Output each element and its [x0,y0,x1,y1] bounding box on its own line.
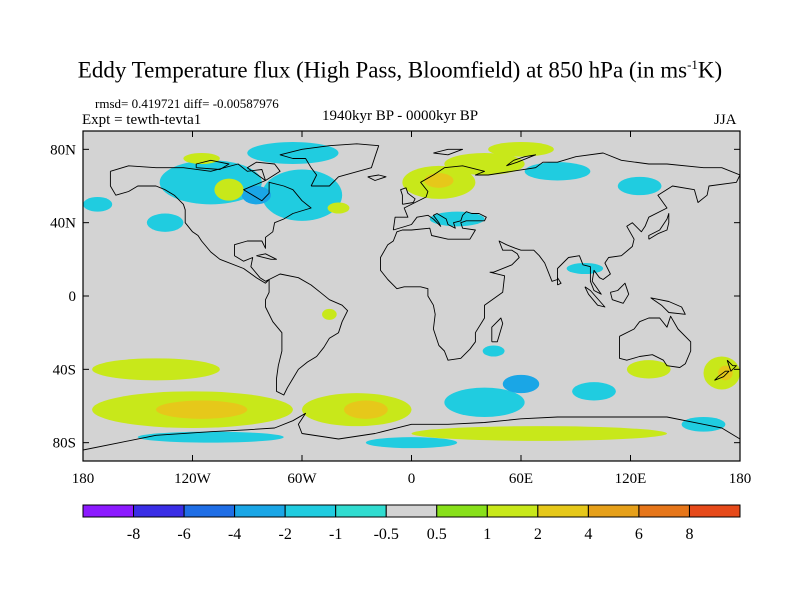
x-axis: 180 120W 60W 0 60E 120E 180 [72,131,752,487]
colorbar-swatch [133,504,185,518]
coastline-eurasia-africa [380,152,740,361]
anomaly-patch [424,173,454,188]
coastline-iceland [367,174,387,181]
coastline-svalbard [433,148,464,156]
anomaly-patch [482,345,505,357]
coastline-cuba [256,253,277,260]
colorbar-swatch [486,504,539,518]
colorbar-swatch [385,504,438,518]
anomaly-patch [626,360,671,379]
anomaly-patch [146,213,184,232]
coastline-new-zealand-north [726,359,737,372]
anomaly-patch [327,202,350,214]
anomaly-patch [83,197,113,212]
coastline-south-america [265,273,349,396]
anomaly-patch [411,426,667,441]
season-label: JJA [714,112,737,128]
chart-title: Eddy Temperature flux (High Pass, Bloomf… [77,57,723,83]
colorbar-label: 1 [483,526,491,543]
anomaly-patch [718,365,733,381]
coastline-sri-lanka [557,277,562,286]
x-tick-label: 120E [615,471,647,487]
colorbar-label: -6 [177,526,190,543]
anomaly-patch [488,142,554,157]
coastline-baffin-island [246,161,281,181]
colorbar-label: -1 [329,526,342,543]
colorbar-swatch [688,504,741,518]
coastline-japan [648,213,670,240]
anomaly-patch [241,186,271,205]
colorbar-swatch [587,504,640,518]
anomaly-patch [444,153,525,175]
coastline-madagascar [491,317,504,343]
anomaly-patch [92,358,220,381]
anomaly-patch [365,437,458,449]
coastline-layer [83,143,740,451]
colorbar-swatch [537,504,589,518]
coastline-borneo [609,282,630,304]
x-tick-label: 180 [72,471,95,487]
y-tick-label: 0 [69,289,77,305]
x-tick-label: 120W [174,471,212,487]
colorbar-swatch [638,504,690,518]
anomaly-patch [502,374,540,394]
experiment-label: Expt = tewth-tevta1 [82,112,202,128]
anomaly-patch [444,387,525,418]
anomaly-layer [83,142,740,449]
colorbar-label: 6 [635,526,643,543]
anomaly-patch [156,400,248,419]
colorbar-label: -4 [228,526,241,543]
y-axis: 80N 40N 0 40S 80S [50,142,740,452]
colorbar-label: -0.5 [374,526,399,543]
anomaly-patch [322,308,337,320]
colorbar-label: 4 [584,526,592,543]
anomaly-patch [183,153,220,164]
anomaly-patch [617,176,662,196]
colorbar-swatch [82,504,135,518]
coastline-australia [619,315,692,368]
colorbar-swatch [335,504,387,518]
colorbar-label: 0.5 [427,526,447,543]
anomaly-patch [343,400,388,419]
coastline-sumatra [584,286,606,308]
y-tick-label: 40N [50,216,76,232]
x-tick-label: 60E [509,471,533,487]
coastline-victoria-island [195,159,230,170]
coastline-novaya-zemlya [506,154,537,167]
coastline-new-guinea [650,297,686,315]
colorbar-label: 2 [534,526,542,543]
x-tick-label: 60W [287,471,317,487]
colorbar-swatch [436,504,488,518]
coastline-greenland [279,143,380,187]
y-tick-label: 80N [50,142,76,158]
anomaly-patch [429,211,485,227]
colorbar-swatch [234,504,286,518]
stats-label: rmsd= 0.419721 diff= -0.00587976 [95,96,279,111]
colorbar-label: -8 [127,526,140,543]
colorbar-label: -2 [278,526,291,543]
x-tick-label: 180 [729,471,752,487]
coastline-north-america [109,163,312,284]
colorbar-swatch [284,504,337,518]
y-tick-label: 40S [53,362,76,378]
anomaly-patch [214,178,244,201]
anomaly-patch [524,162,591,181]
coastline-great-britain [400,187,416,205]
colorbar-label: 8 [685,526,693,543]
y-tick-label: 80S [53,436,76,452]
x-tick-label: 0 [408,471,416,487]
colorbar-swatch [183,504,236,518]
anomaly-patch [572,382,616,401]
anomaly-patch [261,169,343,221]
coastline-antarctica [83,412,740,451]
period-label: 1940kyr BP - 0000kyr BP [322,108,479,124]
coastline-new-zealand-south [714,370,730,381]
